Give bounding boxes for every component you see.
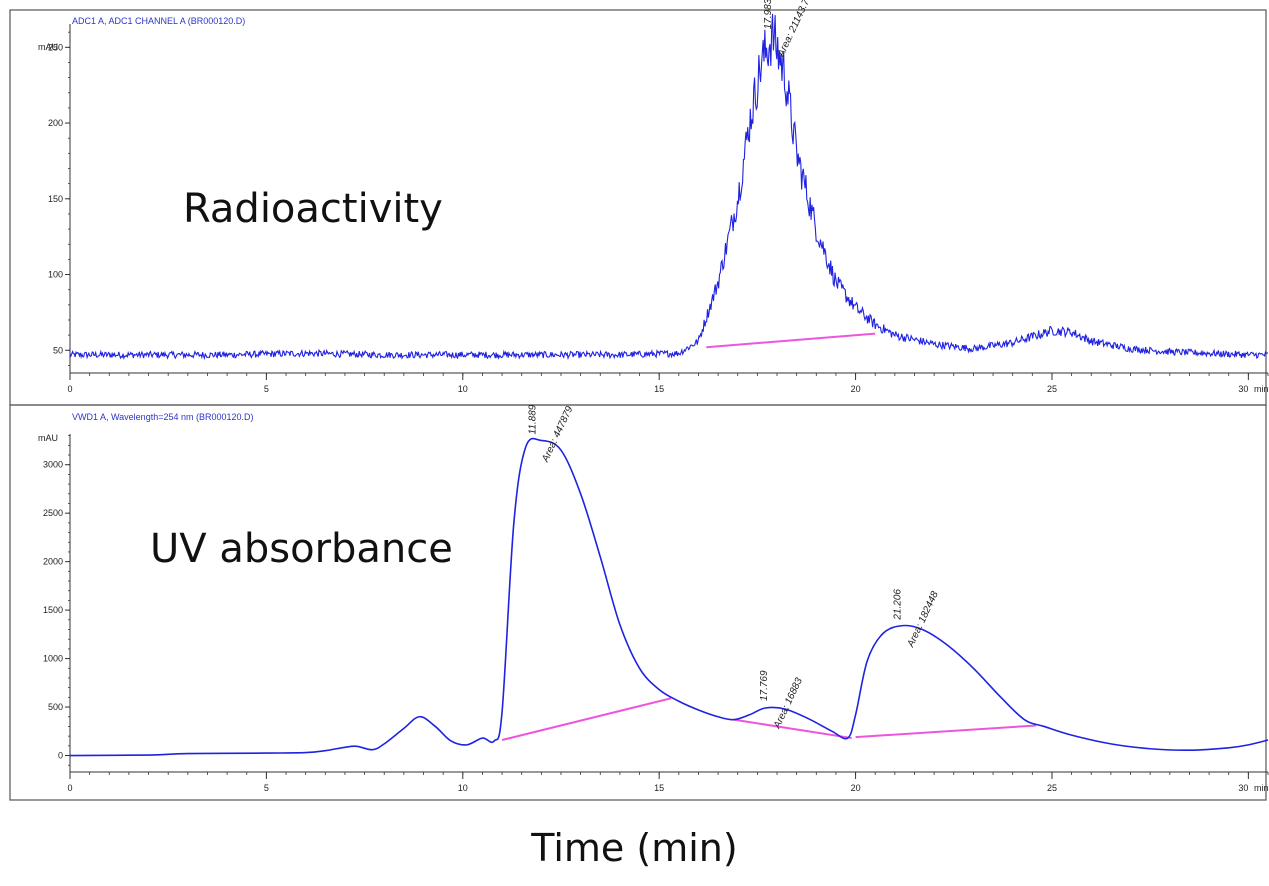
x-tick-label: 30 — [1238, 384, 1248, 394]
x-tick-label: 25 — [1047, 783, 1057, 793]
peak-area-label: Area: 447879 — [540, 404, 576, 464]
panel-uv: VWD1 A, Wavelength=254 nm (BR000120.D) mA… — [9, 404, 1269, 801]
y-tick-label: 100 — [48, 270, 63, 280]
y-tick-label: 500 — [48, 702, 63, 712]
peak-area-label: Area: 16883 — [771, 676, 805, 731]
peak-retention-time-label: 17.769 — [759, 670, 770, 701]
panel-header: ADC1 A, ADC1 CHANNEL A (BR000120.D) — [72, 16, 245, 26]
panel-annotation: Radioactivity — [183, 186, 443, 232]
trace-line — [69, 437, 1269, 757]
y-tick-label: 200 — [48, 118, 63, 128]
integration-baseline — [501, 697, 672, 741]
x-axis-label: Time (min) — [531, 826, 738, 870]
x-tick-label: 20 — [851, 384, 861, 394]
peak-area-label: Area: 182448 — [905, 589, 941, 649]
y-tick-label: 1000 — [43, 654, 63, 664]
y-unit-label: mAU — [38, 42, 58, 52]
x-tick-label: 5 — [264, 384, 269, 394]
trace-line — [69, 13, 1269, 361]
peak-retention-time-label: 11.889 — [527, 404, 538, 434]
y-unit-label: mAU — [38, 433, 58, 443]
x-tick-label: 20 — [851, 783, 861, 793]
panel-radioactivity: ADC1 A, ADC1 CHANNEL A (BR000120.D)mAU50… — [9, 0, 1269, 406]
x-tick-label: 10 — [458, 783, 468, 793]
peak-retention-time-label: 21.206 — [893, 589, 904, 621]
x-unit-label: min — [1254, 384, 1269, 394]
x-tick-label: 10 — [458, 384, 468, 394]
panel-header: VWD1 A, Wavelength=254 nm (BR000120.D) — [72, 412, 254, 422]
peak-retention-time-label: 17.983 — [763, 0, 774, 29]
y-tick-label: 1500 — [43, 605, 63, 615]
x-tick-label: 0 — [67, 384, 72, 394]
panel-frame — [9, 404, 1267, 801]
panel-annotation: UV absorbance — [150, 526, 453, 572]
x-tick-label: 0 — [67, 783, 72, 793]
x-tick-label: 15 — [654, 783, 664, 793]
integration-baseline — [733, 718, 852, 740]
peak-area-label: Area: 21143.7 — [775, 0, 812, 59]
integration-baseline — [706, 332, 876, 349]
y-tick-label: 50 — [53, 345, 63, 355]
x-unit-label: min — [1254, 783, 1269, 793]
x-tick-label: 15 — [654, 384, 664, 394]
y-tick-label: 2500 — [43, 508, 63, 518]
x-tick-label: 25 — [1047, 384, 1057, 394]
y-tick-label: 150 — [48, 194, 63, 204]
y-tick-label: 0 — [58, 751, 63, 761]
y-tick-label: 3000 — [43, 460, 63, 470]
integration-baseline — [855, 724, 1037, 739]
x-tick-label: 5 — [264, 783, 269, 793]
x-tick-label: 30 — [1238, 783, 1248, 793]
y-tick-label: 2000 — [43, 557, 63, 567]
y-tick-label: 250 — [48, 42, 63, 52]
